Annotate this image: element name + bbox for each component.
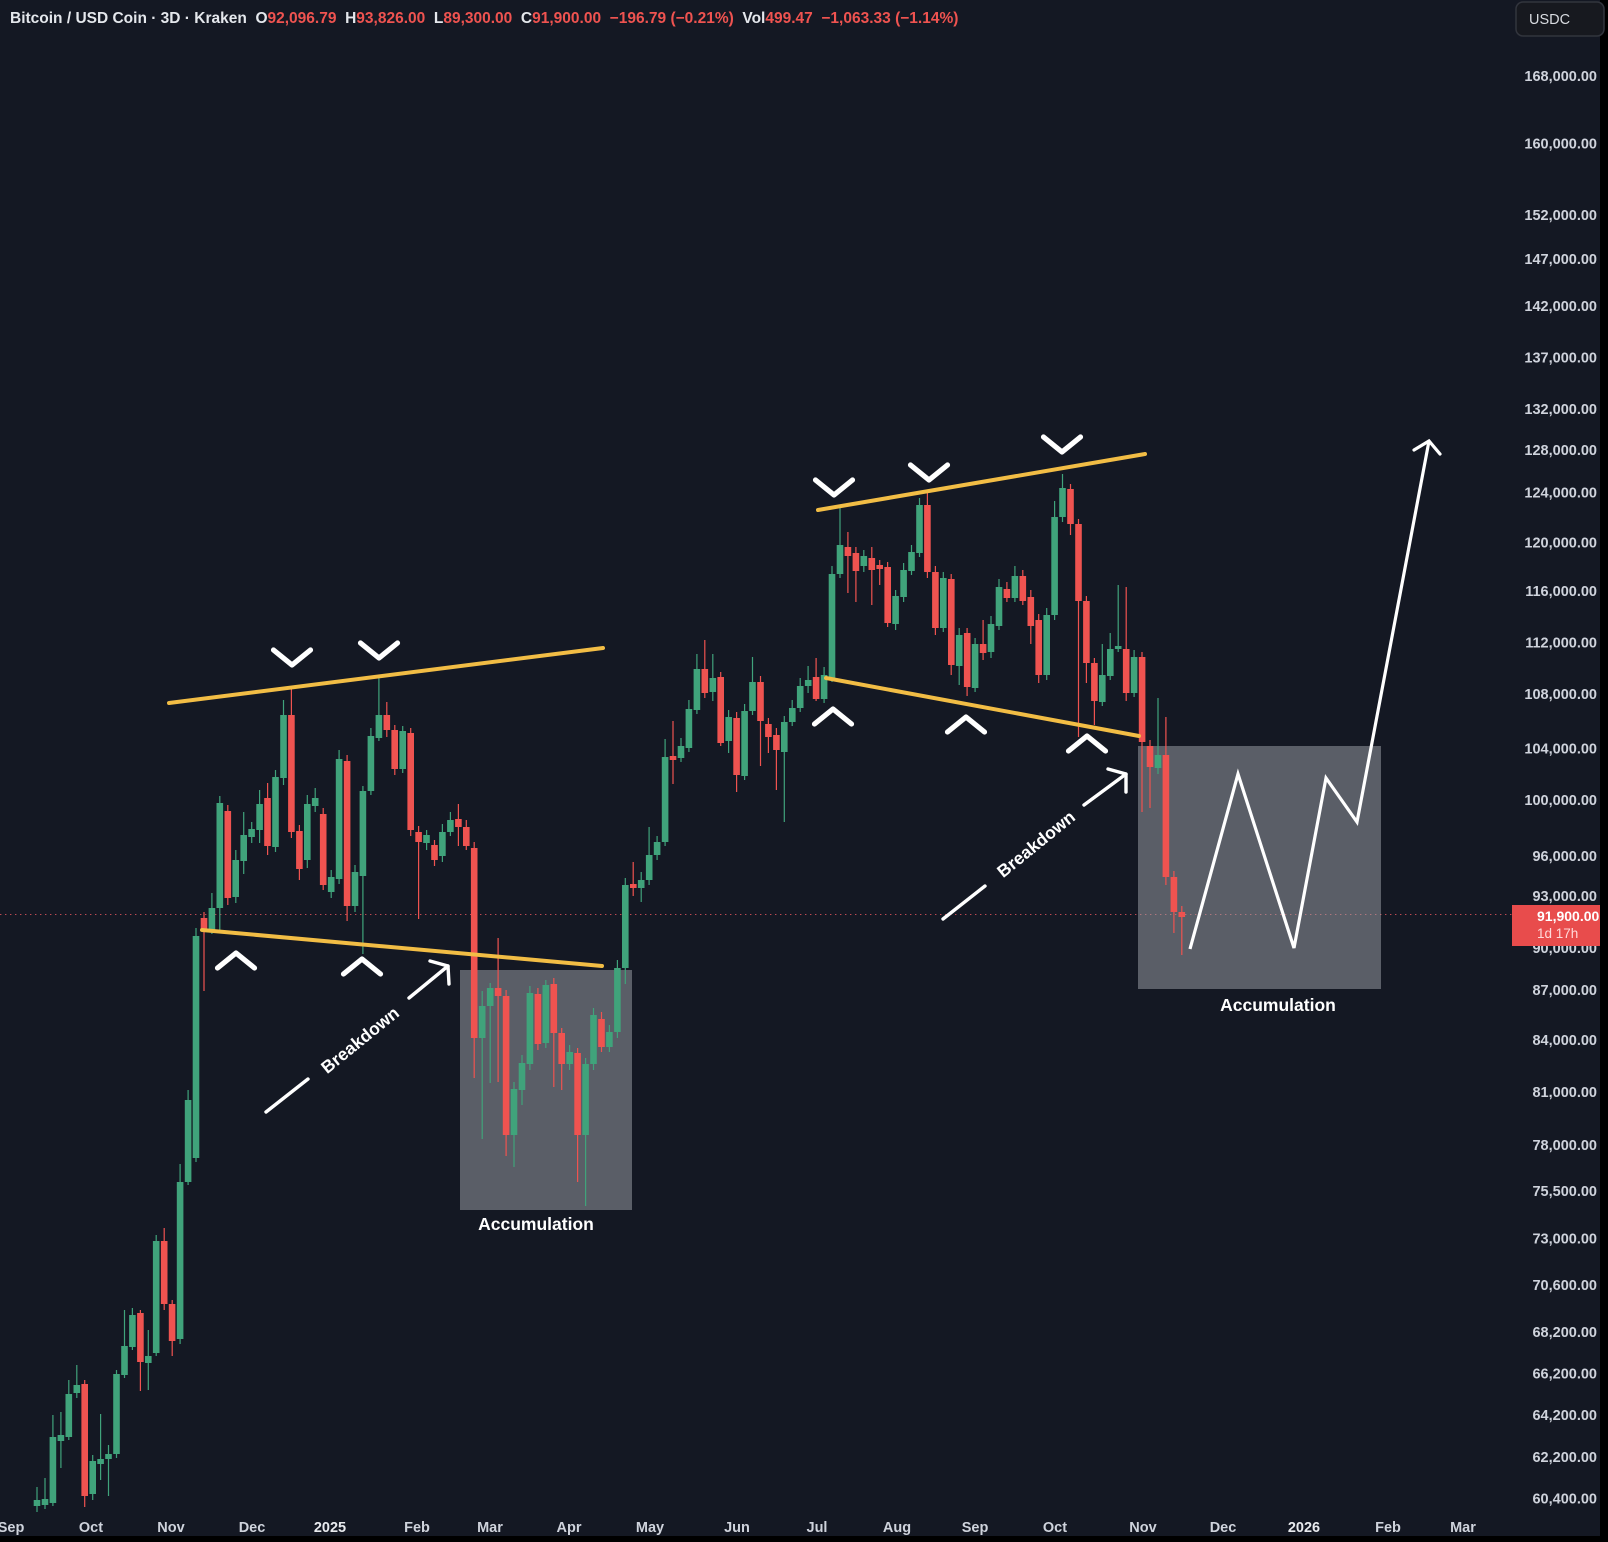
- svg-text:Accumulation: Accumulation: [1220, 995, 1336, 1015]
- svg-text:78,000.00: 78,000.00: [1532, 1138, 1597, 1154]
- svg-text:Feb: Feb: [404, 1520, 430, 1536]
- svg-text:Aug: Aug: [883, 1520, 911, 1536]
- svg-text:60,400.00: 60,400.00: [1532, 1492, 1597, 1508]
- svg-text:108,000.00: 108,000.00: [1524, 687, 1597, 703]
- svg-text:Jul: Jul: [807, 1520, 828, 1536]
- svg-text:104,000.00: 104,000.00: [1524, 742, 1597, 758]
- svg-text:112,000.00: 112,000.00: [1525, 636, 1597, 652]
- svg-text:Nov: Nov: [157, 1520, 184, 1536]
- svg-text:124,000.00: 124,000.00: [1524, 486, 1597, 502]
- svg-text:Dec: Dec: [239, 1520, 266, 1536]
- svg-text:132,000.00: 132,000.00: [1524, 402, 1597, 418]
- svg-text:142,000.00: 142,000.00: [1524, 299, 1597, 315]
- svg-text:Apr: Apr: [557, 1520, 582, 1536]
- svg-text:Nov: Nov: [1129, 1520, 1156, 1536]
- svg-text:96,000.00: 96,000.00: [1532, 849, 1597, 865]
- svg-text:2026: 2026: [1288, 1520, 1320, 1536]
- svg-text:Mar: Mar: [1450, 1520, 1476, 1536]
- svg-text:73,000.00: 73,000.00: [1532, 1232, 1597, 1248]
- svg-text:137,000.00: 137,000.00: [1524, 351, 1597, 367]
- svg-text:May: May: [636, 1520, 664, 1536]
- svg-text:116,000.00: 116,000.00: [1525, 584, 1597, 600]
- svg-text:147,000.00: 147,000.00: [1524, 252, 1597, 268]
- svg-text:75,500.00: 75,500.00: [1532, 1184, 1597, 1200]
- svg-text:160,000.00: 160,000.00: [1524, 137, 1597, 153]
- svg-text:66,200.00: 66,200.00: [1532, 1367, 1597, 1383]
- svg-text:84,000.00: 84,000.00: [1532, 1033, 1597, 1049]
- svg-text:Oct: Oct: [1043, 1520, 1067, 1536]
- svg-text:Accumulation: Accumulation: [478, 1214, 594, 1234]
- svg-text:91,900.00: 91,900.00: [1537, 908, 1599, 924]
- svg-text:Jun: Jun: [724, 1520, 750, 1536]
- svg-text:87,000.00: 87,000.00: [1532, 983, 1597, 999]
- svg-text:Dec: Dec: [1210, 1520, 1237, 1536]
- svg-text:168,000.00: 168,000.00: [1524, 69, 1597, 85]
- svg-text:70,600.00: 70,600.00: [1532, 1278, 1597, 1294]
- svg-text:Sep: Sep: [962, 1520, 989, 1536]
- svg-text:128,000.00: 128,000.00: [1524, 443, 1597, 459]
- svg-text:USDC: USDC: [1529, 12, 1570, 28]
- svg-text:Sep: Sep: [0, 1520, 24, 1536]
- svg-text:68,200.00: 68,200.00: [1532, 1325, 1597, 1341]
- svg-text:81,000.00: 81,000.00: [1532, 1085, 1597, 1101]
- svg-text:62,200.00: 62,200.00: [1532, 1450, 1597, 1466]
- svg-text:2025: 2025: [314, 1520, 346, 1536]
- svg-text:152,000.00: 152,000.00: [1524, 208, 1597, 224]
- svg-text:Oct: Oct: [79, 1520, 103, 1536]
- svg-text:1d 17h: 1d 17h: [1537, 926, 1578, 941]
- svg-text:100,000.00: 100,000.00: [1524, 793, 1597, 809]
- svg-text:120,000.00: 120,000.00: [1524, 536, 1597, 552]
- svg-text:64,200.00: 64,200.00: [1532, 1408, 1597, 1424]
- svg-text:Feb: Feb: [1375, 1520, 1401, 1536]
- svg-text:Mar: Mar: [477, 1520, 503, 1536]
- svg-text:Bitcoin / USD Coin · 3D · Krak: Bitcoin / USD Coin · 3D · Kraken O92,096…: [10, 10, 958, 27]
- svg-text:93,000.00: 93,000.00: [1532, 889, 1597, 905]
